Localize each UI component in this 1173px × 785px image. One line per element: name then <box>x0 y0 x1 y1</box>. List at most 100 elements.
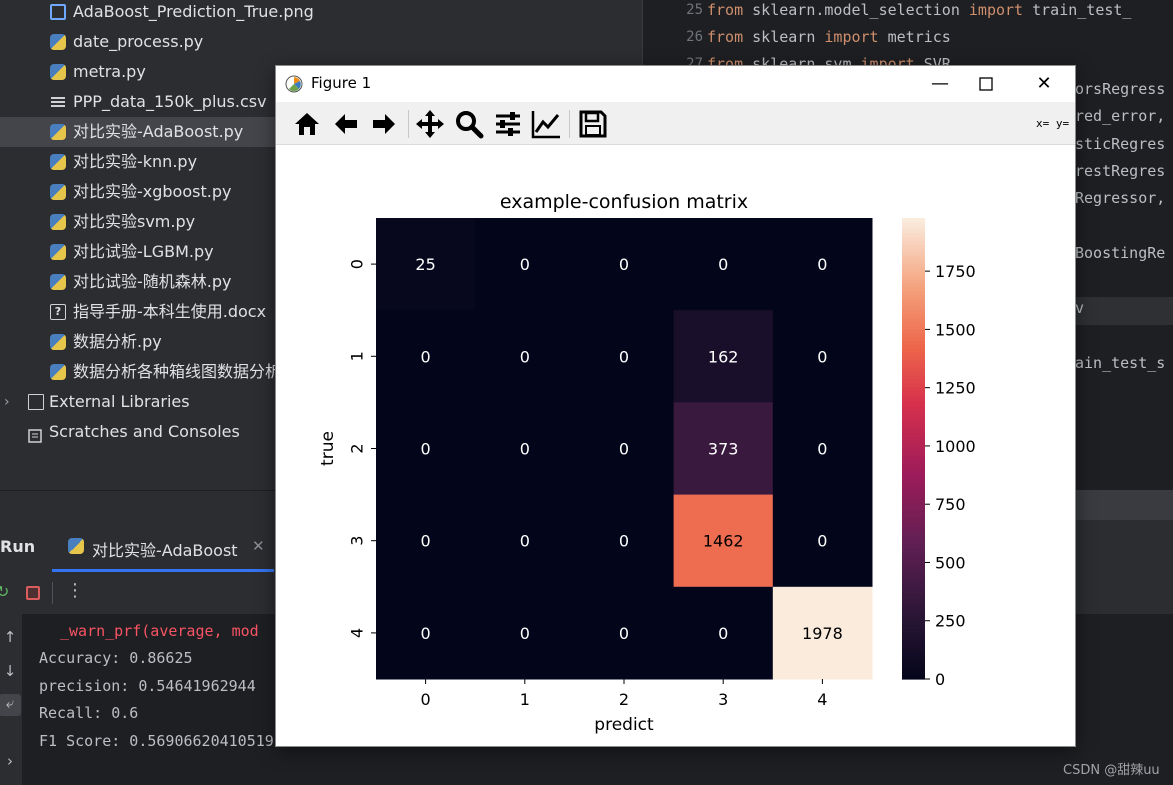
cell-value-label: 25 <box>415 255 435 274</box>
colorbar-segment <box>902 502 925 507</box>
colorbar-segment <box>902 467 925 473</box>
chevron-right-icon[interactable]: › <box>7 752 13 770</box>
y-tick-label: 2 <box>348 443 367 453</box>
watermark: CSDN @甜辣uu <box>1063 763 1160 778</box>
colorbar-segment <box>902 594 925 599</box>
tree-item[interactable]: 对比实验-xgboost.py <box>0 177 642 207</box>
colorbar-segment <box>902 279 925 284</box>
colorbar-segment <box>902 275 925 281</box>
x-tick-label: 2 <box>619 690 629 709</box>
code-fragment: red_error, <box>1075 107 1166 125</box>
configure-subplots-icon[interactable] <box>493 109 523 139</box>
colorbar-segment <box>902 421 925 427</box>
unknown-file-icon: ? <box>50 304 66 320</box>
figure-window[interactable]: Figure 1 — ✕ x= y= <box>275 65 1076 747</box>
tree-item-label: 对比实验-knn.py <box>73 152 198 171</box>
arrow-up-icon[interactable]: ↑ <box>3 628 17 646</box>
heatmap-cell <box>574 310 675 403</box>
tree-item[interactable]: 对比试验-随机森林.py <box>0 267 642 297</box>
colorbar-segment <box>902 475 925 480</box>
tree-item[interactable]: metra.py <box>0 57 642 87</box>
heatmap-cell <box>376 586 476 680</box>
zoom-icon[interactable] <box>454 109 484 139</box>
colorbar-segment <box>902 625 925 630</box>
colorbar-segment <box>902 655 925 661</box>
tree-item-label: metra.py <box>73 62 146 81</box>
tree-item-label: date_process.py <box>73 32 204 51</box>
heatmap-cell <box>475 586 575 680</box>
run-tab[interactable]: 对比实验-AdaBoost ✕ <box>52 520 274 572</box>
colorbar-segment <box>902 498 925 503</box>
back-arrow-icon[interactable] <box>331 109 361 139</box>
heatmap-cell <box>772 402 873 496</box>
figure-canvas[interactable]: example-confusion matrix 25 0 0 0 0 0 0 0 162 0 0 0 0… <box>276 145 1075 746</box>
cell-value-label: 0 <box>619 440 629 459</box>
toolbar-separator <box>408 110 409 138</box>
stop-icon[interactable] <box>26 586 40 600</box>
cell-value-label: 0 <box>718 255 728 274</box>
python-file-icon <box>50 244 66 260</box>
tree-item[interactable]: 数据分析.py <box>0 327 642 357</box>
rerun-icon[interactable]: ↻ <box>0 582 10 601</box>
colorbar-segment <box>902 483 925 488</box>
colorbar-tick-label: 1250 <box>935 379 976 398</box>
soft-wrap-icon[interactable]: ⤶ <box>0 694 21 716</box>
heatmap-cell <box>673 586 774 680</box>
pan-icon[interactable] <box>415 109 445 139</box>
colorbar-segment <box>902 509 925 515</box>
save-icon[interactable] <box>578 109 608 139</box>
colorbar-segment <box>902 463 925 469</box>
colorbar-segment <box>902 621 925 626</box>
tree-item[interactable]: ? 指导手册-本科生使用.docx <box>0 297 642 327</box>
tree-item-label: Scratches and Consoles <box>49 422 240 441</box>
colorbar-segment <box>902 533 925 538</box>
y-tick-label: 4 <box>348 628 367 638</box>
tree-item[interactable]: 数据分析各种箱线图数据分析 <box>0 357 642 387</box>
minimize-button[interactable]: — <box>931 73 949 94</box>
x-tick-label: 3 <box>718 690 728 709</box>
python-file-icon <box>50 184 66 200</box>
x-tick-label: 4 <box>817 690 827 709</box>
tree-item[interactable]: 对比实验-knn.py <box>0 147 642 177</box>
forward-arrow-icon[interactable] <box>369 109 399 139</box>
close-button[interactable]: ✕ <box>1036 73 1052 94</box>
arrow-down-icon[interactable]: ↓ <box>3 662 17 680</box>
colorbar-segment <box>902 667 925 672</box>
more-options-icon[interactable]: ⋮ <box>66 580 84 601</box>
edit-axes-icon[interactable] <box>531 109 561 139</box>
home-icon[interactable] <box>292 109 322 139</box>
colorbar-segment <box>902 521 925 526</box>
image-file-icon <box>50 4 66 20</box>
tree-item-scratches[interactable]: Scratches and Consoles <box>0 417 642 447</box>
cell-value-label: 0 <box>619 624 629 643</box>
colorbar-segment <box>902 613 925 619</box>
code-text: from sklearn import metrics <box>707 28 951 46</box>
colorbar-segment <box>902 413 925 419</box>
chevron-right-icon[interactable]: › <box>4 394 10 410</box>
colorbar-segment <box>902 552 925 557</box>
cell-value-label: 162 <box>708 347 739 366</box>
cell-value-label: 0 <box>817 347 827 366</box>
tree-item-label: 对比实验-AdaBoost.py <box>73 122 244 141</box>
tree-item-label: 指导手册-本科生使用.docx <box>73 302 267 321</box>
tree-item[interactable]: 对比实验svm.py <box>0 207 642 237</box>
tree-item[interactable]: date_process.py <box>0 27 642 57</box>
colorbar-segment <box>902 333 925 338</box>
heatmap-cell <box>772 494 873 588</box>
python-file-icon <box>50 334 66 350</box>
colorbar-segment <box>902 360 925 365</box>
tree-item-external-libraries[interactable]: › External Libraries <box>0 387 642 417</box>
colorbar-segment <box>902 306 925 311</box>
cell-value-label: 0 <box>817 532 827 551</box>
y-tick-label: 0 <box>348 259 367 269</box>
tree-item-label: AdaBoost_Prediction_True.png <box>73 2 314 21</box>
colorbar-segment <box>902 586 925 592</box>
tree-item[interactable]: PPP_data_150k_plus.csv <box>0 87 642 117</box>
close-icon[interactable]: ✕ <box>252 537 265 555</box>
colorbar-segment <box>902 264 925 269</box>
tree-item[interactable]: AdaBoost_Prediction_True.png <box>0 0 642 27</box>
colorbar-segment <box>902 310 925 315</box>
tree-item[interactable]: 对比试验-LGBM.py <box>0 237 642 267</box>
maximize-button[interactable] <box>959 66 1013 102</box>
figure-titlebar[interactable]: Figure 1 — ✕ <box>276 66 1075 102</box>
